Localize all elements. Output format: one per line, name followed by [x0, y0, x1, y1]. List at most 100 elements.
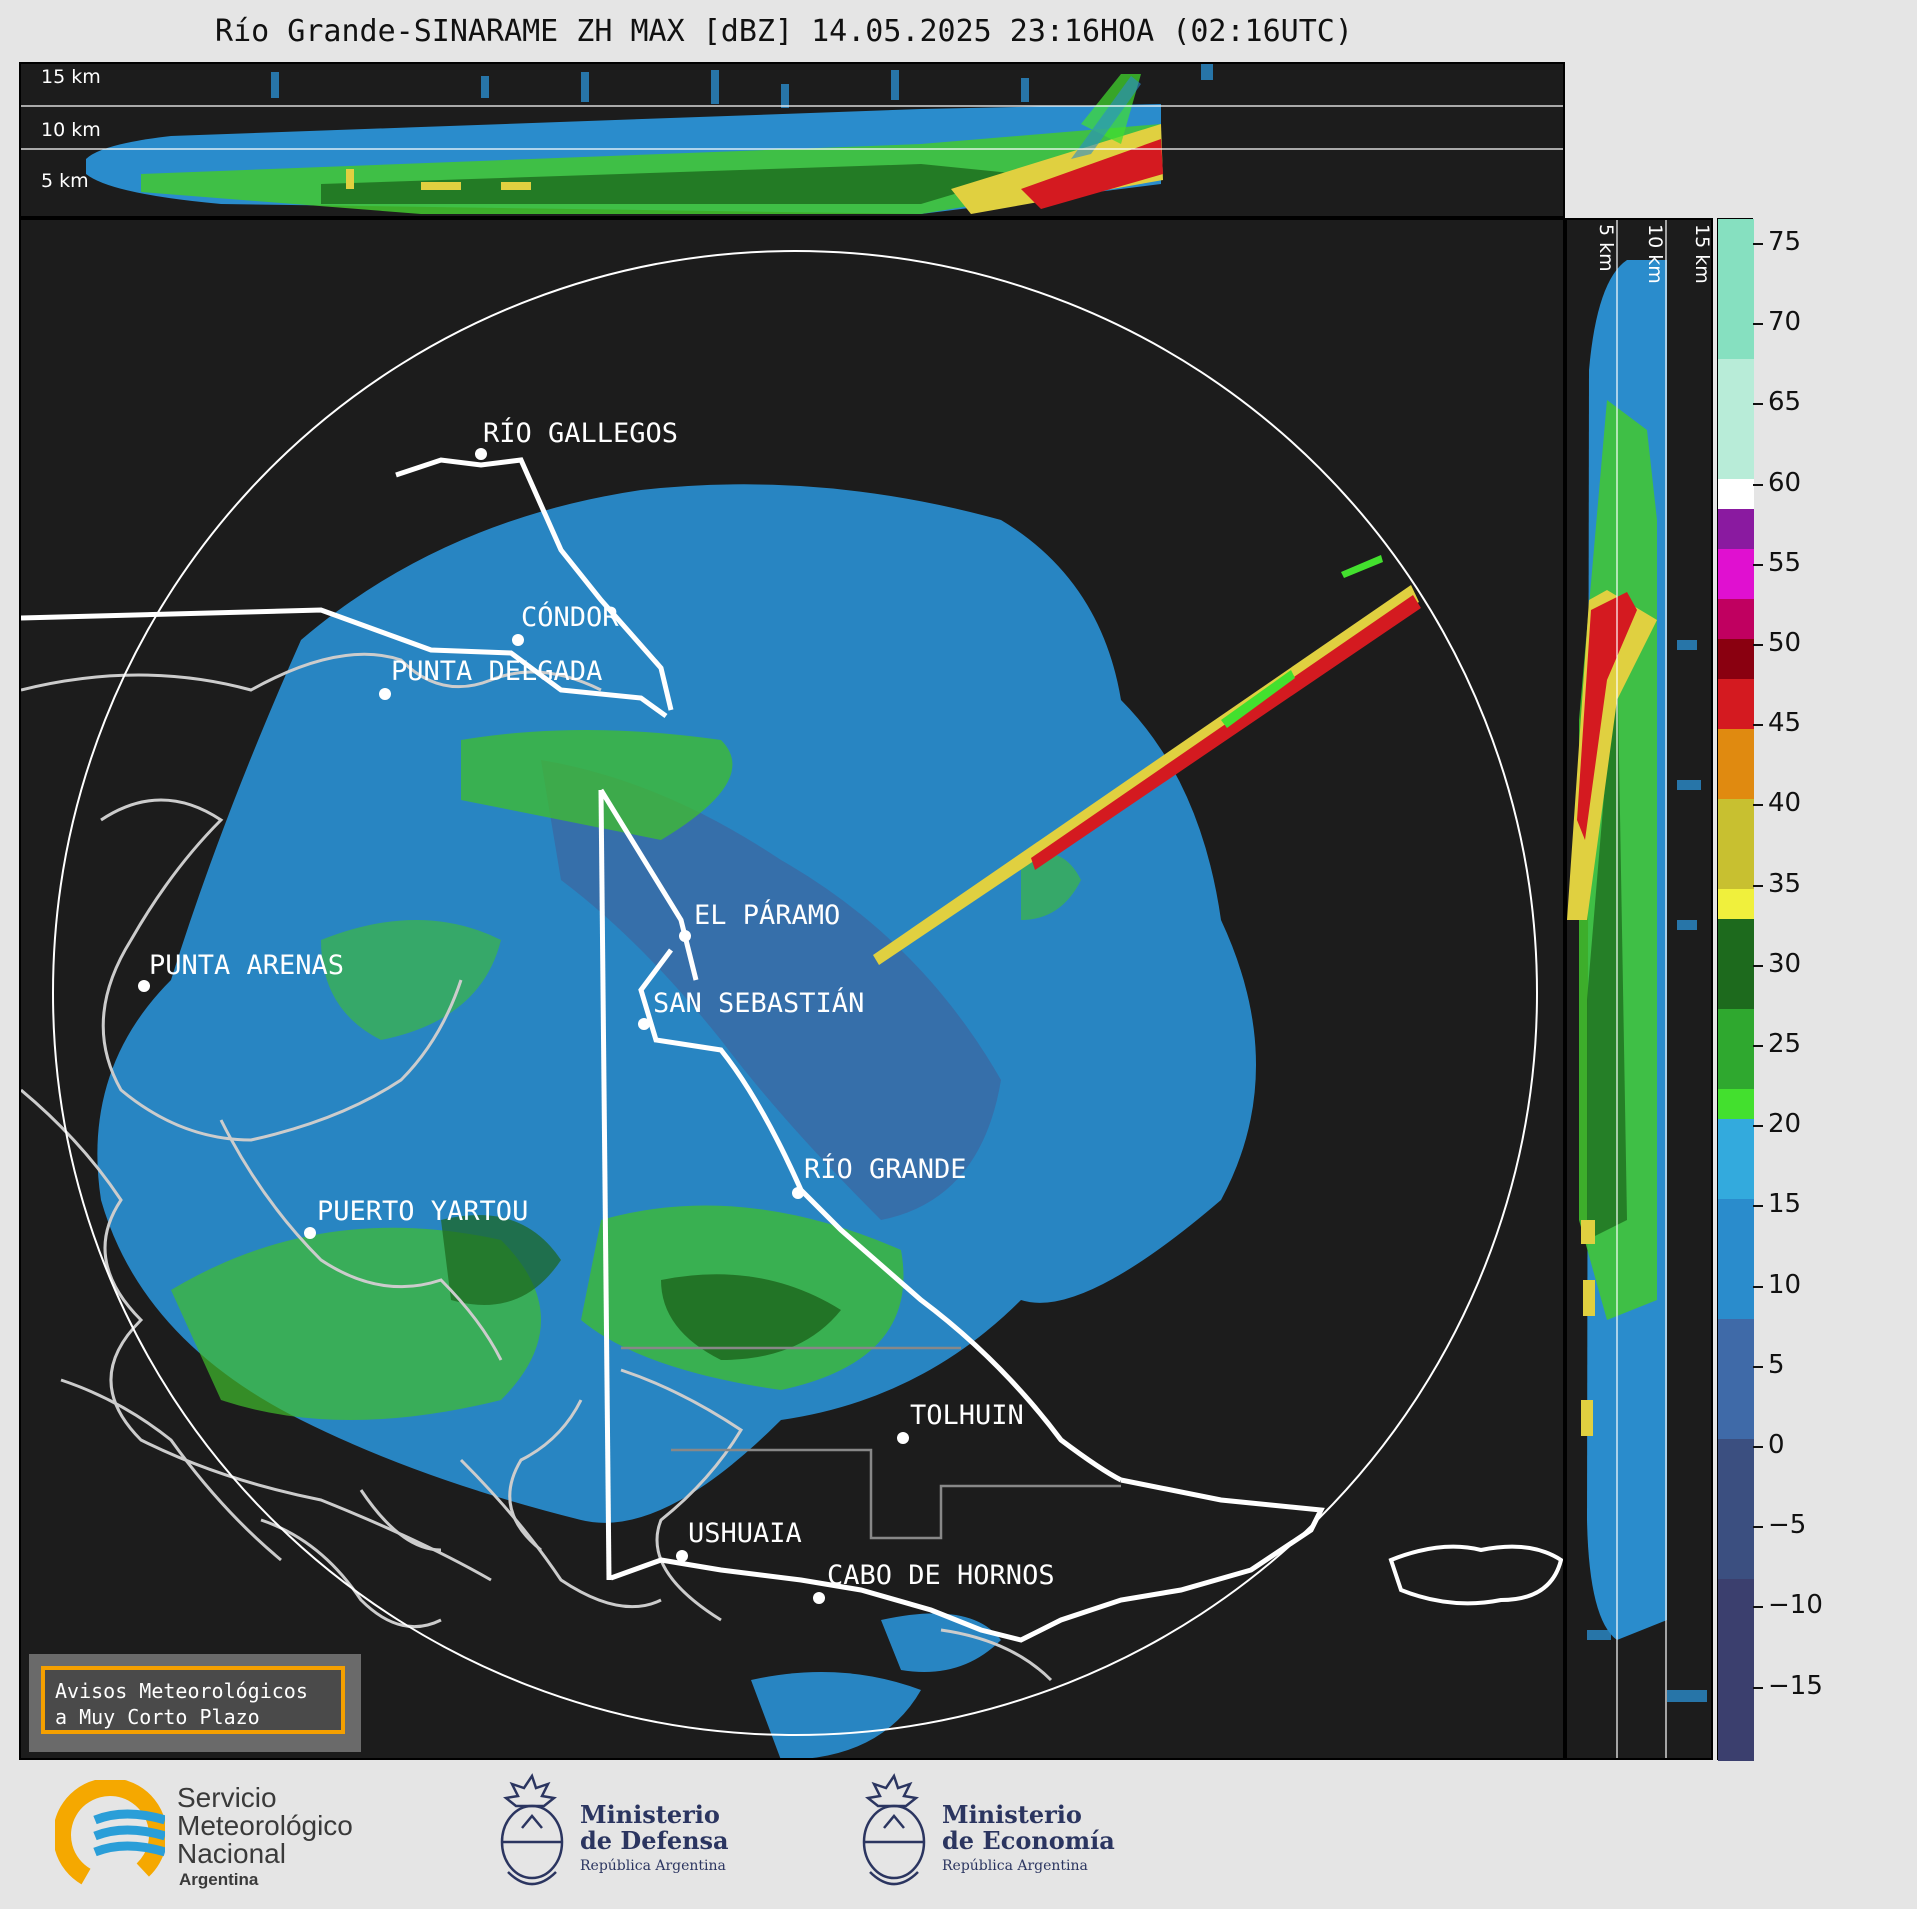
smn-logo-icon [55, 1780, 165, 1890]
colorbar-tick [1753, 483, 1763, 486]
smn-logo: Servicio Meteorológico Nacional Argentin… [55, 1780, 395, 1890]
warning-box-inner: Avisos Meteorológicos a Muy Corto Plazo [41, 1666, 345, 1734]
colorbar-tick-label: −5 [1768, 1510, 1807, 1541]
dbz-colorbar [1717, 218, 1754, 1761]
warning-line-2: a Muy Corto Plazo [55, 1705, 260, 1729]
radar-beam-artifact [873, 555, 1421, 965]
colorbar-tick [1753, 964, 1763, 967]
colorbar-tick [1753, 1365, 1763, 1368]
altitude-label-10km-vertical: 10 km [1644, 224, 1666, 284]
colorbar-tick [1753, 403, 1763, 406]
city-label-cabo-de-hornos: CABO DE HORNOS [827, 1560, 1055, 1591]
colorbar-gradient [1718, 219, 1754, 1761]
colorbar-tick-label: 30 [1768, 948, 1802, 979]
defensa-logo-sub: República Argentina [580, 1858, 726, 1874]
city-label-ushuaia: USHUAIA [688, 1518, 802, 1549]
coastlines [21, 652, 1053, 1682]
smn-logo-line-4: Argentina [179, 1870, 259, 1889]
colorbar-tick-label: 45 [1768, 708, 1802, 739]
colorbar-tick-label: 60 [1768, 467, 1802, 498]
city-dot-rio-gallegos [475, 448, 487, 460]
colorbar-tick-label: 70 [1768, 307, 1802, 338]
coat-of-arms-icon [862, 1773, 926, 1886]
colorbar-tick [1753, 563, 1763, 566]
defensa-logo-line-1: Ministerio [580, 1800, 720, 1829]
altitude-label-10km: 10 km [41, 119, 101, 141]
smn-logo-line-2: Meteorológico [177, 1810, 353, 1841]
city-label-condor: CÓNDOR [521, 602, 619, 633]
department-lines [621, 1346, 1121, 1540]
colorbar-tick-label: 75 [1768, 227, 1802, 257]
radar-map-panel: RÍO GALLEGOS CÓNDOR PUNTA DELGADA EL PÁR… [19, 218, 1565, 1760]
ministerio-economia-logo: Ministerio de Economía República Argenti… [856, 1772, 1146, 1902]
city-label-punta-delgada: PUNTA DELGADA [391, 656, 603, 687]
colorbar-tick [1753, 804, 1763, 807]
city-dot-san-sebastian [638, 1018, 650, 1030]
radar-reflectivity-map [21, 250, 1563, 1758]
city-label-rio-grande: RÍO GRANDE [804, 1154, 967, 1185]
colorbar-tick-label: 65 [1768, 387, 1802, 418]
north-cross-section-plot [21, 64, 1563, 214]
colorbar-tick [1753, 1045, 1763, 1047]
colorbar-tick [1753, 243, 1763, 245]
altitude-label-15km: 15 km [41, 66, 101, 88]
city-label-tolhuin: TOLHUIN [910, 1400, 1024, 1431]
defensa-logo-line-2: de Defensa [580, 1826, 729, 1855]
colorbar-tick [1753, 1205, 1763, 1208]
colorbar-tick [1753, 644, 1763, 646]
colorbar-tick [1753, 323, 1763, 326]
colorbar-tick-label: 5 [1768, 1349, 1785, 1380]
coat-of-arms-icon [500, 1773, 564, 1886]
colorbar-tick-label: 20 [1768, 1109, 1802, 1140]
colorbar-tick [1753, 1526, 1763, 1529]
east-cross-section-plot [1567, 220, 1707, 1758]
colorbar-tick-label: 35 [1768, 868, 1802, 899]
colorbar-tick [1753, 1125, 1763, 1128]
map-title: Río Grande-SINARAME ZH MAX [dBZ] 14.05.2… [215, 14, 1353, 49]
smn-logo-line-3: Nacional [177, 1838, 286, 1869]
city-label-el-paramo: EL PÁRAMO [694, 900, 841, 931]
city-dot-cabo-de-hornos [813, 1592, 825, 1604]
colorbar-tick-label: 15 [1768, 1189, 1802, 1220]
smn-logo-line-1: Servicio [177, 1782, 277, 1813]
colorbar-tick [1753, 884, 1763, 887]
colorbar-tick [1753, 1446, 1763, 1448]
colorbar-tick [1753, 1285, 1763, 1288]
city-dot-ushuaia [676, 1550, 688, 1562]
city-dot-punta-arenas [138, 980, 150, 992]
city-dot-rio-grande [792, 1187, 804, 1199]
city-label-punta-arenas: PUNTA ARENAS [149, 950, 345, 981]
colorbar-tick-label: 0 [1768, 1430, 1785, 1460]
economia-logo-line-2: de Economía [942, 1826, 1115, 1855]
colorbar-tick [1753, 724, 1763, 727]
echo-field [97, 484, 1256, 1758]
city-dot-puerto-yartou [304, 1227, 316, 1239]
ministerio-defensa-logo: Ministerio de Defensa República Argentin… [494, 1772, 764, 1902]
city-dot-condor [512, 634, 524, 646]
eastern-islands [1388, 1544, 1563, 1606]
city-dot-tolhuin [897, 1432, 909, 1444]
warning-line-1: Avisos Meteorológicos [55, 1679, 308, 1703]
city-label-puerto-yartou: PUERTO YARTOU [317, 1196, 529, 1227]
city-label-san-sebastian: SAN SEBASTIÁN [653, 988, 865, 1019]
colorbar-tick-label: −15 [1768, 1670, 1823, 1701]
colorbar-tick [1753, 1686, 1763, 1689]
north-cross-section-panel: 15 km 10 km 5 km [19, 62, 1565, 218]
east-cross-section-panel: 5 km 10 km 15 km [1565, 218, 1713, 1760]
economia-logo-sub: República Argentina [942, 1858, 1088, 1874]
city-dot-punta-delgada [379, 688, 391, 700]
economia-logo-line-1: Ministerio [942, 1800, 1082, 1829]
warning-box: Avisos Meteorológicos a Muy Corto Plazo [29, 1654, 361, 1752]
city-label-rio-gallegos: RÍO GALLEGOS [483, 418, 679, 449]
range-ring [52, 250, 1538, 1736]
altitude-label-15km-vertical: 15 km [1691, 224, 1713, 284]
city-dot-el-paramo [679, 930, 691, 942]
colorbar-tick [1753, 1606, 1763, 1609]
altitude-label-5km: 5 km [41, 170, 89, 192]
altitude-label-5km-vertical: 5 km [1595, 224, 1617, 272]
colorbar-tick-label: −10 [1768, 1590, 1823, 1621]
colorbar-tick-label: 50 [1768, 628, 1802, 658]
colorbar-tick-label: 40 [1768, 788, 1802, 819]
colorbar-tick-label: 25 [1768, 1029, 1802, 1059]
colorbar-tick-label: 55 [1768, 547, 1802, 578]
